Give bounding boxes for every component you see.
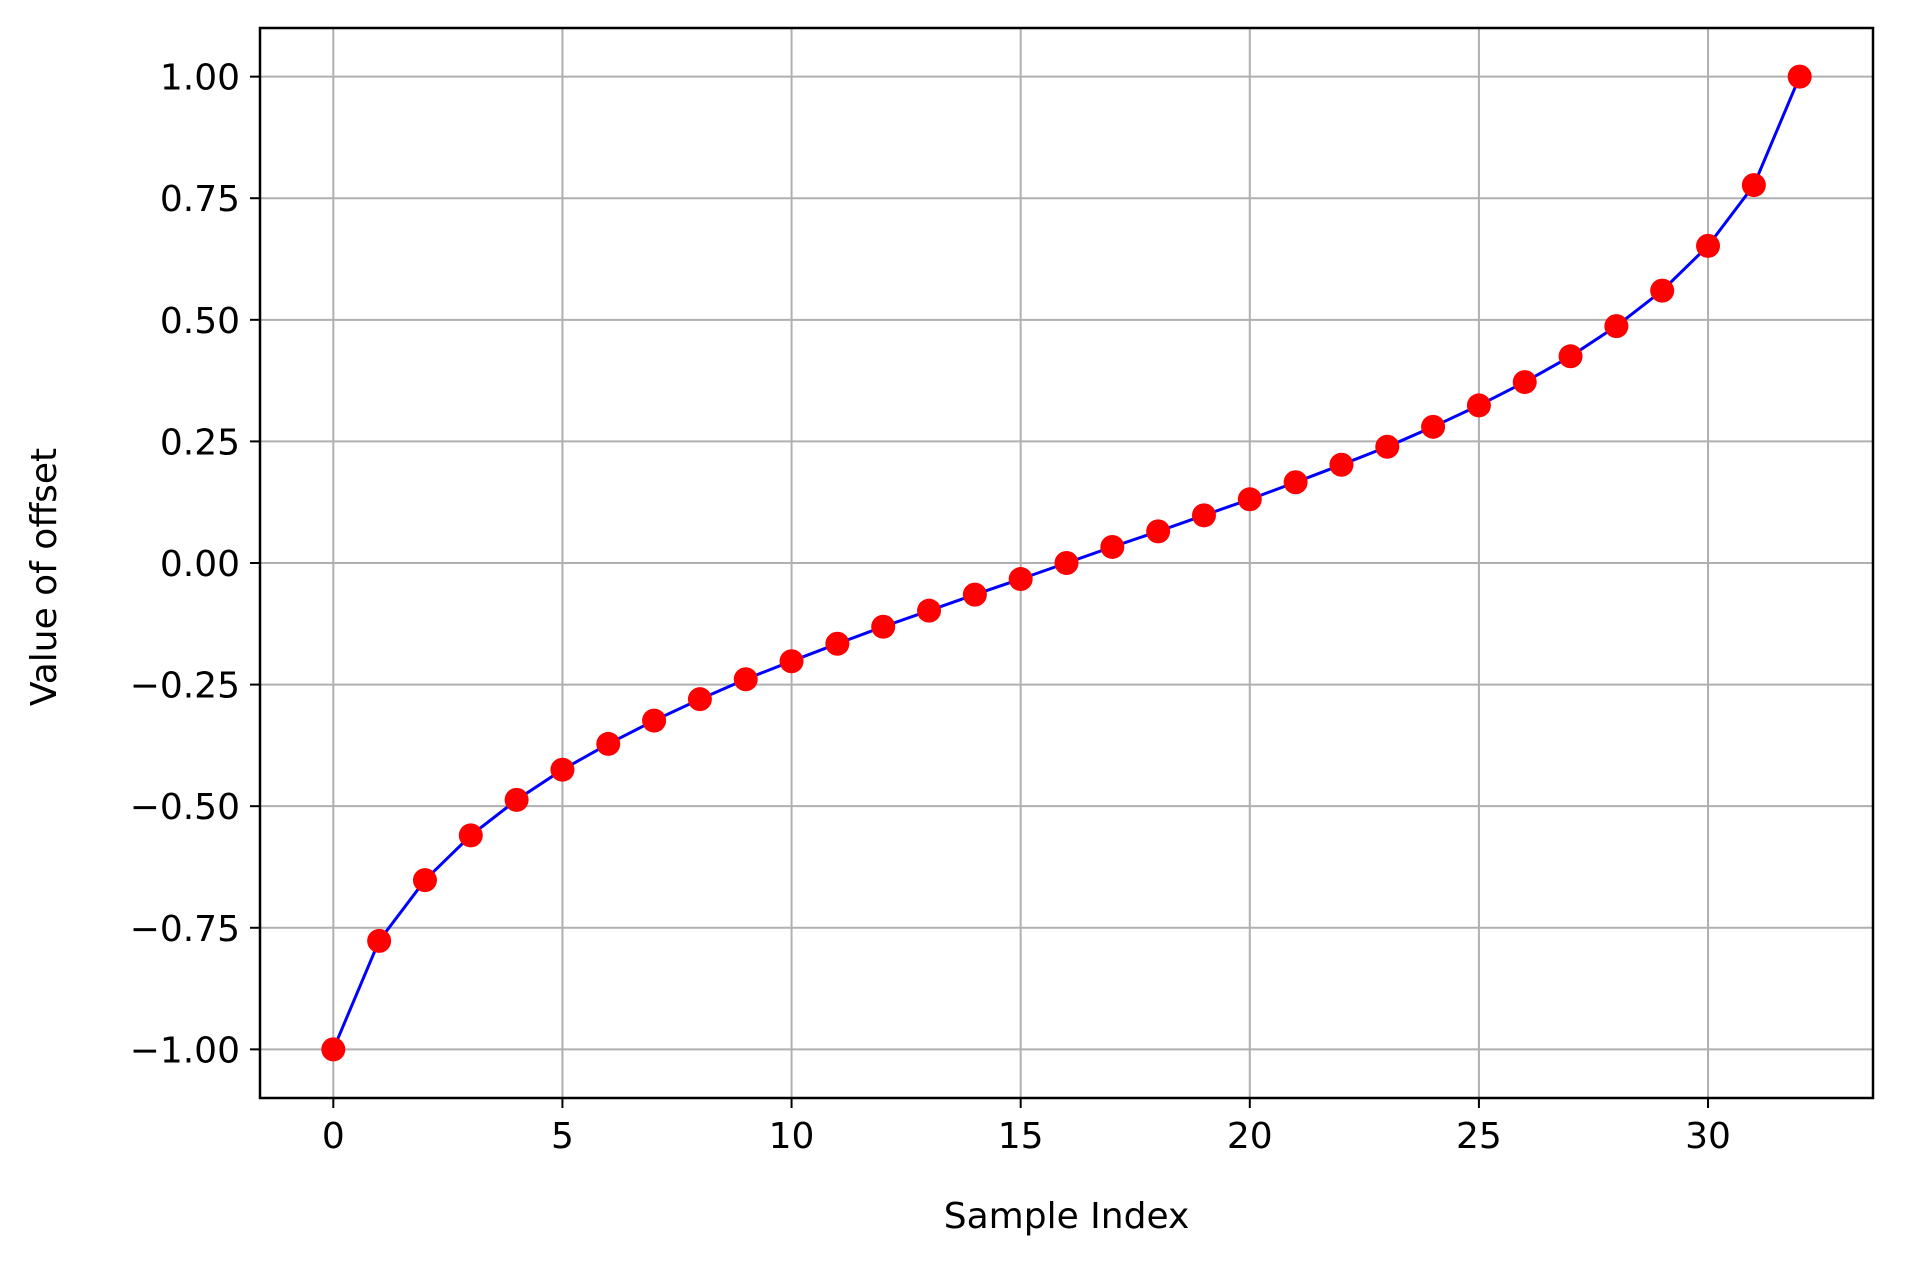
data-point	[367, 928, 392, 953]
data-point	[1696, 233, 1721, 258]
data-point	[1787, 64, 1812, 89]
y-tick-label: 0.50	[160, 301, 240, 342]
axis-ticks: 0 5 10 15 20 25 30 1.00 0.75 0.50 0.25 0.00 −0.25 −0.…	[130, 58, 1731, 1157]
data-point	[1191, 503, 1216, 528]
data-point	[779, 649, 804, 674]
data-point	[917, 598, 942, 623]
x-tick-label: 30	[1685, 1116, 1731, 1157]
y-tick-label: −0.25	[130, 666, 240, 707]
data-point	[550, 757, 575, 782]
data-point	[871, 614, 896, 639]
grid	[260, 28, 1873, 1098]
data-point	[825, 631, 850, 656]
data-point	[1100, 534, 1125, 559]
data-point	[1329, 452, 1354, 477]
x-tick-label: 25	[1456, 1116, 1502, 1157]
data-point	[1741, 173, 1766, 198]
data-point	[962, 582, 987, 607]
data-point	[1054, 551, 1079, 575]
data-point	[458, 823, 483, 848]
y-axis-label: Value of offset	[24, 448, 65, 706]
data-point	[642, 708, 667, 733]
data-point	[1283, 470, 1308, 495]
data-point	[1237, 487, 1262, 512]
data-point	[1512, 370, 1537, 395]
data-point	[596, 731, 621, 756]
x-tick-label: 15	[998, 1116, 1044, 1157]
data-point	[687, 687, 712, 712]
y-tick-label: −0.75	[130, 909, 240, 950]
data-point	[1466, 393, 1491, 418]
data-point	[1375, 434, 1400, 459]
data-point	[1604, 314, 1629, 339]
x-axis-label: Sample Index	[944, 1196, 1190, 1237]
x-tick-label: 10	[769, 1116, 815, 1157]
data-point	[733, 667, 758, 692]
data-point	[1008, 567, 1033, 592]
data-point	[1146, 519, 1171, 544]
y-tick-label: 0.25	[160, 422, 240, 463]
data-series	[321, 64, 1812, 1062]
data-point	[321, 1037, 346, 1062]
data-point	[1558, 344, 1583, 369]
data-point	[504, 787, 529, 812]
y-tick-label: −0.50	[130, 787, 240, 828]
y-tick-label: 1.00	[160, 58, 240, 99]
y-tick-label: 0.75	[160, 179, 240, 220]
data-point	[412, 868, 437, 893]
data-point	[1650, 278, 1675, 303]
x-tick-label: 5	[551, 1116, 574, 1157]
data-point	[1421, 414, 1446, 439]
x-tick-label: 20	[1227, 1116, 1273, 1157]
y-tick-label: 0.00	[160, 544, 240, 585]
x-tick-label: 0	[322, 1116, 345, 1157]
y-tick-label: −1.00	[130, 1030, 240, 1071]
